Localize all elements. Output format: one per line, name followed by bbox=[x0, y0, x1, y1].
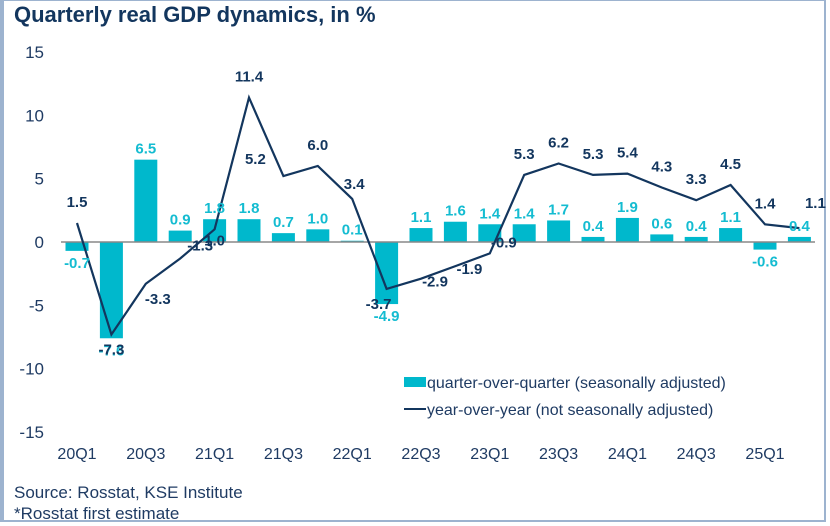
bar-qoq bbox=[409, 228, 433, 242]
data-label-yoy: 1.5 bbox=[67, 194, 88, 211]
data-label-yoy: 4.5 bbox=[720, 156, 741, 173]
y-tick-label: -10 bbox=[19, 360, 44, 379]
bar-qoq bbox=[443, 221, 467, 242]
legend-label-yoy: year-over-year (not seasonally adjusted) bbox=[427, 402, 713, 419]
bar-qoq bbox=[787, 236, 811, 242]
data-label-qoq: 1.4 bbox=[514, 205, 536, 222]
bar-qoq bbox=[547, 220, 571, 242]
data-label-qoq: 0.4 bbox=[686, 218, 708, 235]
bar-qoq bbox=[512, 224, 536, 242]
bar-qoq bbox=[650, 234, 674, 242]
data-label-qoq: 0.1 bbox=[342, 222, 363, 239]
bar-qoq bbox=[684, 236, 708, 242]
line-yoy-path bbox=[75, 94, 800, 338]
data-label-yoy: -0.9 bbox=[491, 234, 517, 251]
line-yoy bbox=[75, 94, 800, 338]
data-label-qoq: 1.1 bbox=[411, 209, 432, 226]
x-tick-label: 20Q3 bbox=[126, 446, 165, 463]
data-label-qoq: 1.0 bbox=[307, 210, 328, 227]
x-tick-label: 24Q1 bbox=[608, 446, 647, 463]
data-label-yoy: 3.3 bbox=[686, 171, 707, 188]
data-label-qoq: 6.5 bbox=[135, 141, 156, 158]
bar-qoq bbox=[375, 242, 399, 305]
data-label-qoq: 1.4 bbox=[479, 205, 501, 222]
y-tick-label: -15 bbox=[19, 423, 44, 442]
chart-title: Quarterly real GDP dynamics, in % bbox=[14, 2, 376, 27]
data-label-yoy: -7.3 bbox=[98, 341, 124, 358]
y-tick-label: 15 bbox=[25, 43, 44, 62]
data-label-qoq: 0.4 bbox=[789, 218, 811, 235]
data-label-yoy: -1.9 bbox=[456, 261, 482, 278]
data-label-qoq: 0.7 bbox=[273, 214, 294, 231]
x-tick-label: 25Q1 bbox=[745, 446, 784, 463]
data-label-yoy: -2.9 bbox=[422, 274, 448, 291]
data-label-yoy: 5.4 bbox=[617, 145, 639, 162]
data-label-yoy: 5.2 bbox=[245, 151, 266, 168]
y-tick-label: 10 bbox=[25, 106, 44, 125]
x-tick-label: 21Q3 bbox=[264, 446, 303, 463]
data-label-qoq: 1.1 bbox=[720, 209, 741, 226]
bar-qoq bbox=[65, 242, 89, 251]
data-label-yoy: 4.3 bbox=[651, 159, 672, 176]
data-label-yoy: 3.4 bbox=[344, 176, 366, 193]
bar-qoq bbox=[134, 159, 158, 242]
data-label-qoq: -4.9 bbox=[374, 308, 400, 325]
data-label-yoy: -3.7 bbox=[366, 296, 392, 313]
x-tick-label: 22Q3 bbox=[401, 446, 440, 463]
data-label-qoq: 1.9 bbox=[617, 199, 638, 216]
data-label-qoq: 1.6 bbox=[445, 203, 466, 220]
bar-qoq bbox=[237, 219, 261, 242]
y-tick-label: -5 bbox=[29, 296, 44, 315]
data-label-yoy: -3.3 bbox=[145, 291, 171, 308]
data-label-qoq: 0.6 bbox=[651, 215, 672, 232]
x-axis: 20Q1 20Q3 21Q1 21Q3 22Q1 22Q3 23Q1 23Q3 24Q1 24Q3… bbox=[57, 446, 784, 463]
data-label-qoq: -7.6 bbox=[98, 342, 124, 359]
footnote-text: *Rosstat first estimate bbox=[14, 504, 180, 523]
x-tick-label: 23Q3 bbox=[539, 446, 578, 463]
data-label-qoq: -0.7 bbox=[64, 255, 90, 272]
data-label-qoq: -0.6 bbox=[752, 254, 778, 271]
y-tick-label: 0 bbox=[35, 233, 44, 252]
data-label-qoq: 0.4 bbox=[583, 218, 605, 235]
x-tick-label: 22Q1 bbox=[333, 446, 372, 463]
data-label-yoy: 1.1 bbox=[805, 195, 826, 212]
bar-qoq bbox=[753, 242, 777, 250]
bar-qoq bbox=[581, 236, 605, 242]
legend-swatch-qoq bbox=[404, 377, 426, 387]
bar-qoq bbox=[719, 228, 743, 242]
x-tick-label: 24Q3 bbox=[677, 446, 716, 463]
data-label-yoy: 6.0 bbox=[307, 137, 328, 154]
y-tick-label: 5 bbox=[35, 170, 44, 189]
y-axis: 15 10 5 0 -5 -10 -15 bbox=[19, 43, 44, 442]
bar-qoq bbox=[168, 230, 192, 242]
data-label-qoq: 1.7 bbox=[548, 201, 569, 218]
legend: quarter-over-quarter (seasonally adjuste… bbox=[404, 375, 726, 419]
data-label-qoq: 0.9 bbox=[170, 212, 191, 229]
x-tick-label: 20Q1 bbox=[57, 446, 96, 463]
bar-qoq bbox=[615, 217, 639, 242]
data-label-yoy: 5.3 bbox=[514, 146, 535, 163]
data-label-qoq: 1.8 bbox=[204, 200, 225, 217]
bar-qoq bbox=[306, 229, 330, 242]
data-label-yoy: 5.3 bbox=[583, 146, 604, 163]
data-label-yoy: 1.0 bbox=[204, 232, 225, 249]
data-label-yoy: 11.4 bbox=[235, 69, 264, 86]
data-label-qoq: 1.8 bbox=[239, 200, 260, 217]
legend-label-qoq: quarter-over-quarter (seasonally adjuste… bbox=[427, 375, 726, 392]
data-label-yoy: 1.4 bbox=[755, 195, 777, 212]
x-tick-label: 21Q1 bbox=[195, 446, 234, 463]
x-tick-label: 23Q1 bbox=[470, 446, 509, 463]
data-label-yoy: 6.2 bbox=[548, 134, 569, 151]
source-text: Source: Rosstat, KSE Institute bbox=[14, 483, 243, 502]
data-labels: -0.7 -7.6 6.5 0.9 1.8 1.8 0.7 1.0 0.1 -4.9 1.1 1.6 1… bbox=[64, 69, 826, 360]
bar-qoq bbox=[271, 233, 295, 242]
source-note: Source: Rosstat, KSE Institute *Rosstat … bbox=[14, 482, 243, 524]
data-label-yoy: -1.3 bbox=[187, 237, 213, 254]
bars-qoq bbox=[65, 159, 811, 339]
